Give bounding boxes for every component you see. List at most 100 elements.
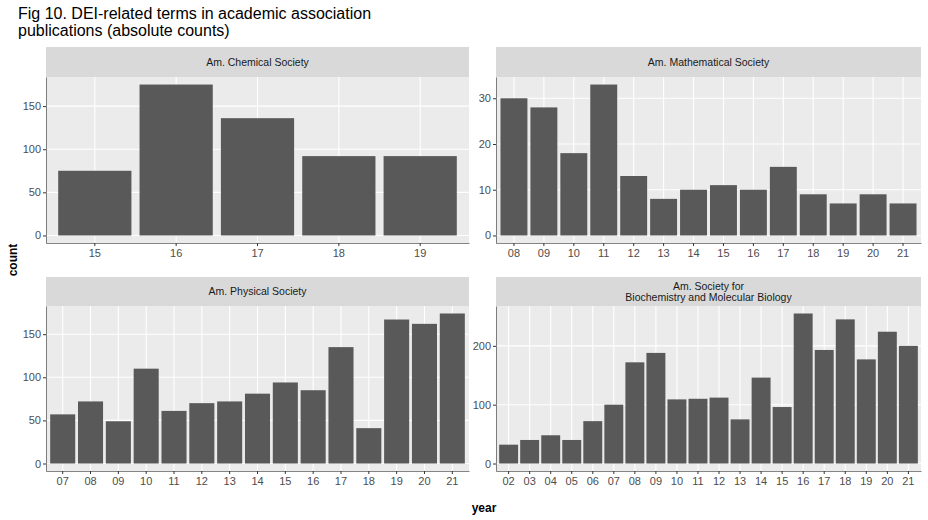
x-tick-mark [782,471,783,474]
y-axis: 050100150 [23,307,47,472]
x-tick-label: 16 [747,247,759,259]
x-tick: 20 [881,471,893,487]
x-tick: 15 [776,471,788,487]
bars [499,314,918,464]
y-tick: 50 [29,186,46,198]
x-tick: 10 [671,471,683,487]
bar [899,346,918,464]
x-tick-mark [843,243,844,246]
bar [562,440,581,464]
x-tick-mark [613,471,614,474]
x-tick: 11 [168,471,179,487]
y-tick-label: 100 [473,399,491,411]
x-tick: 14 [687,243,699,259]
x-tick-mark [452,471,453,474]
x-tick-label: 13 [734,475,746,487]
x-tick-mark [693,243,694,246]
x-tick-label: 10 [568,247,580,259]
bar [520,440,539,464]
y-axis-line [496,78,497,244]
strip-background [496,277,921,306]
y-axis-line [46,78,47,244]
x-tick-mark [529,471,530,474]
x-tick-mark [338,243,339,246]
x-tick: 05 [566,471,578,487]
bars [50,314,465,464]
y-tick-mark [43,149,46,150]
y-tick: 0 [35,229,46,241]
bar [217,401,242,463]
x-tick: 16 [747,243,759,259]
x-tick: 18 [839,471,851,487]
x-tick: 14 [251,471,263,487]
y-tick: 50 [29,414,46,426]
grid [46,77,469,243]
x-tick-label: 16 [797,475,809,487]
x-tick-label: 10 [671,475,683,487]
x-tick-label: 07 [57,475,69,487]
y-axis-title: count [6,244,20,277]
y-tick-label: 0 [35,229,41,241]
x-tick-mark [908,471,909,474]
bar [667,399,686,463]
x-tick-label: 19 [391,475,403,487]
x-tick-mark [723,243,724,246]
x-tick-mark [571,471,572,474]
x-tick: 21 [446,471,458,487]
bar [541,435,560,463]
y-tick-label: 150 [23,328,41,340]
x-tick-label: 11 [168,475,179,487]
bar [590,85,617,236]
x-tick: 13 [734,471,746,487]
x-tick-label: 18 [363,475,375,487]
bar [221,118,294,235]
bar [625,362,644,463]
x-tick-label: 08 [508,247,520,259]
bars [58,85,457,236]
x-tick-mark [550,471,551,474]
x-tick-mark [603,243,604,246]
x-tick: 10 [140,471,152,487]
x-tick: 12 [713,471,725,487]
x-tick: 08 [84,471,96,487]
y-axis: 0102030 [479,78,497,244]
x-tick: 15 [717,243,729,259]
x-tick-mark [663,243,664,246]
x-tick: 18 [807,243,819,259]
x-tick-label: 17 [777,247,789,259]
bar [773,407,792,463]
x-tick: 17 [777,243,789,259]
x-tick-label: 20 [418,475,430,487]
bar [328,347,353,463]
y-tick: 100 [23,371,46,383]
bar [560,153,587,235]
x-tick-label: 21 [446,475,458,487]
bar [412,324,437,464]
x-tick-label: 08 [629,475,641,487]
x-tick-label: 05 [566,475,578,487]
y-tick-label: 10 [479,184,491,196]
bar [860,194,887,235]
x-tick-mark [513,243,514,246]
x-tick: 19 [860,471,872,487]
x-tick: 20 [418,471,430,487]
x-tick: 12 [628,243,640,259]
x-tick-label: 13 [224,475,236,487]
bar [815,350,834,464]
x-tick-label: 11 [598,247,609,259]
x-tick: 21 [897,243,909,259]
x-tick: 15 [89,243,101,259]
x-tick-mark [697,471,698,474]
x-tick: 12 [196,471,208,487]
x-tick-label: 14 [251,475,263,487]
y-tick: 150 [23,100,46,112]
x-tick-mark [340,471,341,474]
x-tick: 17 [818,471,830,487]
grid-line-y [496,345,921,346]
x-tick-mark [633,243,634,246]
x-tick-mark [813,243,814,246]
strip-label: Biochemistry and Molecular Biology [625,291,792,303]
x-tick-mark [824,471,825,474]
x-tick-mark [94,243,95,246]
y-tick-label: 50 [29,414,41,426]
